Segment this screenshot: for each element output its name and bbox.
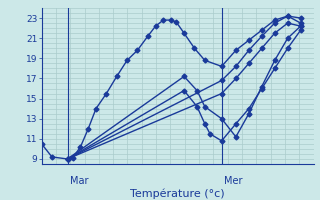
Text: Mer: Mer — [224, 176, 243, 186]
Text: Température (°c): Température (°c) — [130, 189, 225, 199]
Text: Mar: Mar — [70, 176, 89, 186]
